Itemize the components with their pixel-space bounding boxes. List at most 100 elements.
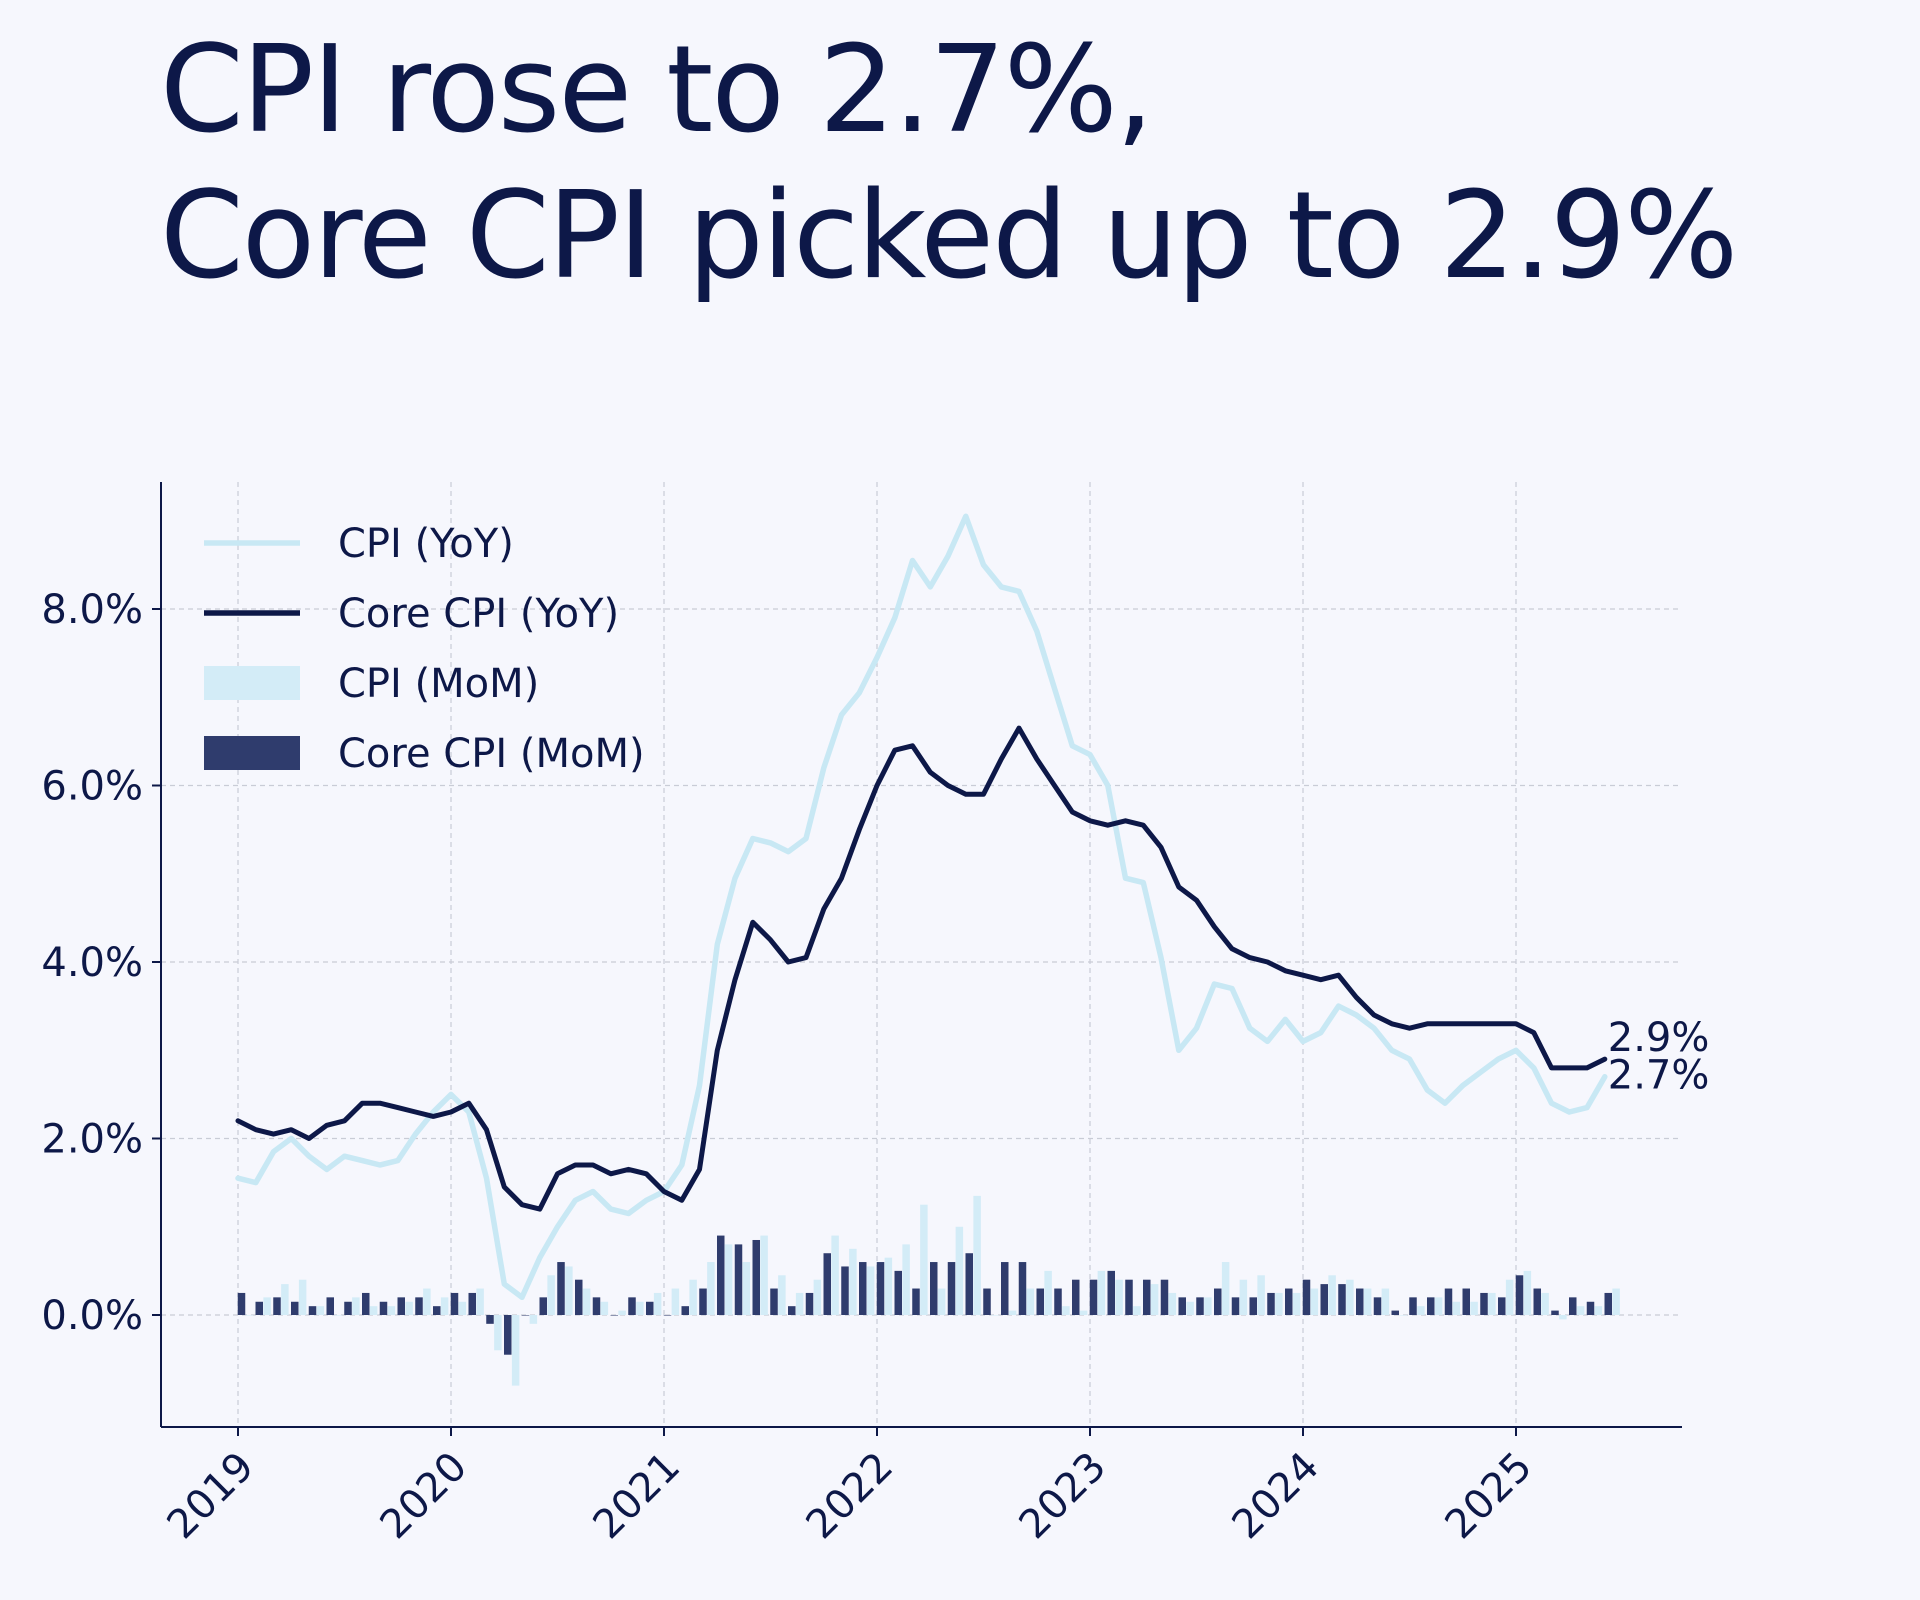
cpi-mom-bar bbox=[920, 1204, 928, 1315]
core-mom-bar bbox=[1267, 1292, 1275, 1315]
cpi-mom-bar bbox=[1576, 1306, 1585, 1315]
cpi-mom-bar bbox=[973, 1195, 981, 1315]
x-tick-label: 2023 bbox=[1011, 1444, 1116, 1549]
core-mom-bar bbox=[1427, 1297, 1435, 1315]
core-mom-bar bbox=[681, 1306, 689, 1315]
cpi-mom-bar bbox=[1239, 1279, 1248, 1315]
core-mom-bar bbox=[1249, 1297, 1257, 1315]
x-tick-label: 2019 bbox=[159, 1444, 264, 1549]
cpi-mom-bar bbox=[1150, 1284, 1159, 1315]
cpi-mom-bar bbox=[405, 1301, 413, 1315]
core-mom-bar bbox=[1054, 1288, 1062, 1315]
cpi-mom-bar bbox=[600, 1301, 609, 1315]
cpi-mom-bar bbox=[1044, 1270, 1052, 1315]
end-value-label: 2.7% bbox=[1608, 1053, 1710, 1099]
core-mom-bar bbox=[646, 1301, 654, 1315]
cpi-mom-bar bbox=[1381, 1288, 1390, 1315]
mom-bars bbox=[237, 1195, 1620, 1386]
core-mom-bar bbox=[344, 1301, 352, 1315]
x-tick-label: 2025 bbox=[1437, 1444, 1542, 1549]
cpi-mom-bar bbox=[1363, 1288, 1372, 1315]
core-mom-bar bbox=[876, 1262, 885, 1315]
cpi-mom-bar bbox=[689, 1279, 697, 1315]
y-tick-label: 6.0% bbox=[41, 764, 143, 810]
cpi-mom-bar bbox=[529, 1315, 538, 1324]
chart-title-line-1: CPI rose to 2.7%, bbox=[160, 21, 1154, 160]
cpi-mom-bar bbox=[795, 1292, 804, 1315]
cpi-mom-bar bbox=[1292, 1292, 1301, 1315]
cpi-mom-bar bbox=[1008, 1310, 1017, 1315]
cpi-mom-bar bbox=[742, 1262, 751, 1315]
y-tick-label: 8.0% bbox=[41, 587, 143, 633]
cpi-mom-bar bbox=[902, 1244, 910, 1315]
core-mom-bar bbox=[273, 1297, 281, 1315]
core-mom-bar bbox=[1107, 1270, 1115, 1315]
core-mom-bar bbox=[362, 1292, 370, 1315]
cpi-mom-bar bbox=[1470, 1301, 1478, 1315]
cpi-mom-bar bbox=[1257, 1275, 1265, 1315]
core-mom-bar bbox=[1214, 1288, 1222, 1315]
core-mom-bar bbox=[823, 1253, 831, 1315]
cpi-mom-bar bbox=[760, 1235, 768, 1315]
cpi-mom-bar bbox=[369, 1306, 378, 1315]
cpi-mom-bar bbox=[1097, 1270, 1106, 1315]
core-mom-bar bbox=[1551, 1310, 1559, 1315]
core-mom-bar bbox=[1089, 1279, 1098, 1315]
cpi-mom-bar bbox=[1079, 1310, 1088, 1315]
core-mom-bar bbox=[770, 1288, 778, 1315]
core-mom-bar bbox=[592, 1297, 601, 1315]
core-mom-bar bbox=[1515, 1275, 1524, 1315]
cpi-mom-bar bbox=[1186, 1301, 1194, 1315]
core-mom-bar bbox=[859, 1262, 867, 1315]
core-mom-bar bbox=[1302, 1279, 1311, 1315]
core-mom-bar bbox=[1604, 1292, 1612, 1315]
cpi-mom-bar bbox=[1221, 1262, 1230, 1315]
cpi-mom-bar bbox=[1275, 1292, 1283, 1315]
cpi-mom-bar bbox=[671, 1288, 680, 1315]
core-cpi-yoy-line bbox=[235, 725, 1608, 1212]
core-mom-bar bbox=[521, 1315, 530, 1316]
core-mom-bar bbox=[1001, 1262, 1009, 1315]
core-mom-bar bbox=[575, 1279, 583, 1315]
core-mom-bar bbox=[1072, 1279, 1080, 1315]
core-mom-bar bbox=[1018, 1262, 1027, 1315]
core-mom-bar bbox=[557, 1262, 565, 1315]
core-mom-bar bbox=[1143, 1279, 1151, 1315]
cpi-mom-bar bbox=[582, 1288, 591, 1315]
core-mom-bar bbox=[1391, 1310, 1399, 1315]
cpi-mom-bar bbox=[494, 1315, 502, 1351]
core-mom-bar bbox=[291, 1301, 299, 1315]
core-mom-bar bbox=[1338, 1284, 1346, 1315]
cpi-mom-bar bbox=[1417, 1306, 1425, 1315]
cpi-yoy-line bbox=[235, 513, 1608, 1301]
cpi-mom-bar bbox=[476, 1288, 484, 1315]
core-mom-bar bbox=[255, 1301, 263, 1315]
cpi-mom-bar bbox=[1062, 1306, 1070, 1315]
core-mom-bar bbox=[397, 1297, 405, 1315]
cpi-mom-bar bbox=[636, 1301, 644, 1315]
cpi-mom-bar bbox=[423, 1288, 431, 1315]
cpi-mom-bar bbox=[1168, 1292, 1177, 1315]
cpi-mom-bar bbox=[1488, 1292, 1496, 1315]
cpi-mom-bar bbox=[1612, 1288, 1620, 1315]
core-mom-bar bbox=[717, 1235, 725, 1315]
cpi-mom-bar bbox=[1115, 1279, 1123, 1315]
chart-title-line-2: Core CPI picked up to 2.9% bbox=[160, 167, 1738, 306]
cpi-mom-bar bbox=[458, 1301, 467, 1315]
core-mom-bar bbox=[1586, 1301, 1595, 1315]
cpi-mom-bar bbox=[1346, 1279, 1354, 1315]
cpi-mom-bar bbox=[565, 1266, 573, 1315]
core-mom-bar bbox=[433, 1306, 441, 1315]
cpi-mom-bar bbox=[1310, 1288, 1319, 1315]
cpi-mom-bar bbox=[1026, 1288, 1035, 1315]
cpi-mom-bar bbox=[955, 1226, 964, 1315]
cpi-mom-bar bbox=[1328, 1275, 1336, 1315]
y-tick-label: 0.0% bbox=[41, 1293, 143, 1339]
cpi-mom-bar bbox=[1594, 1306, 1603, 1315]
core-mom-bar bbox=[1320, 1284, 1328, 1315]
legend: CPI (YoY) Core CPI (YoY) CPI (MoM) Core CPI… bbox=[204, 521, 645, 777]
core-mom-bar bbox=[841, 1266, 849, 1315]
core-mom-bar bbox=[237, 1292, 246, 1315]
